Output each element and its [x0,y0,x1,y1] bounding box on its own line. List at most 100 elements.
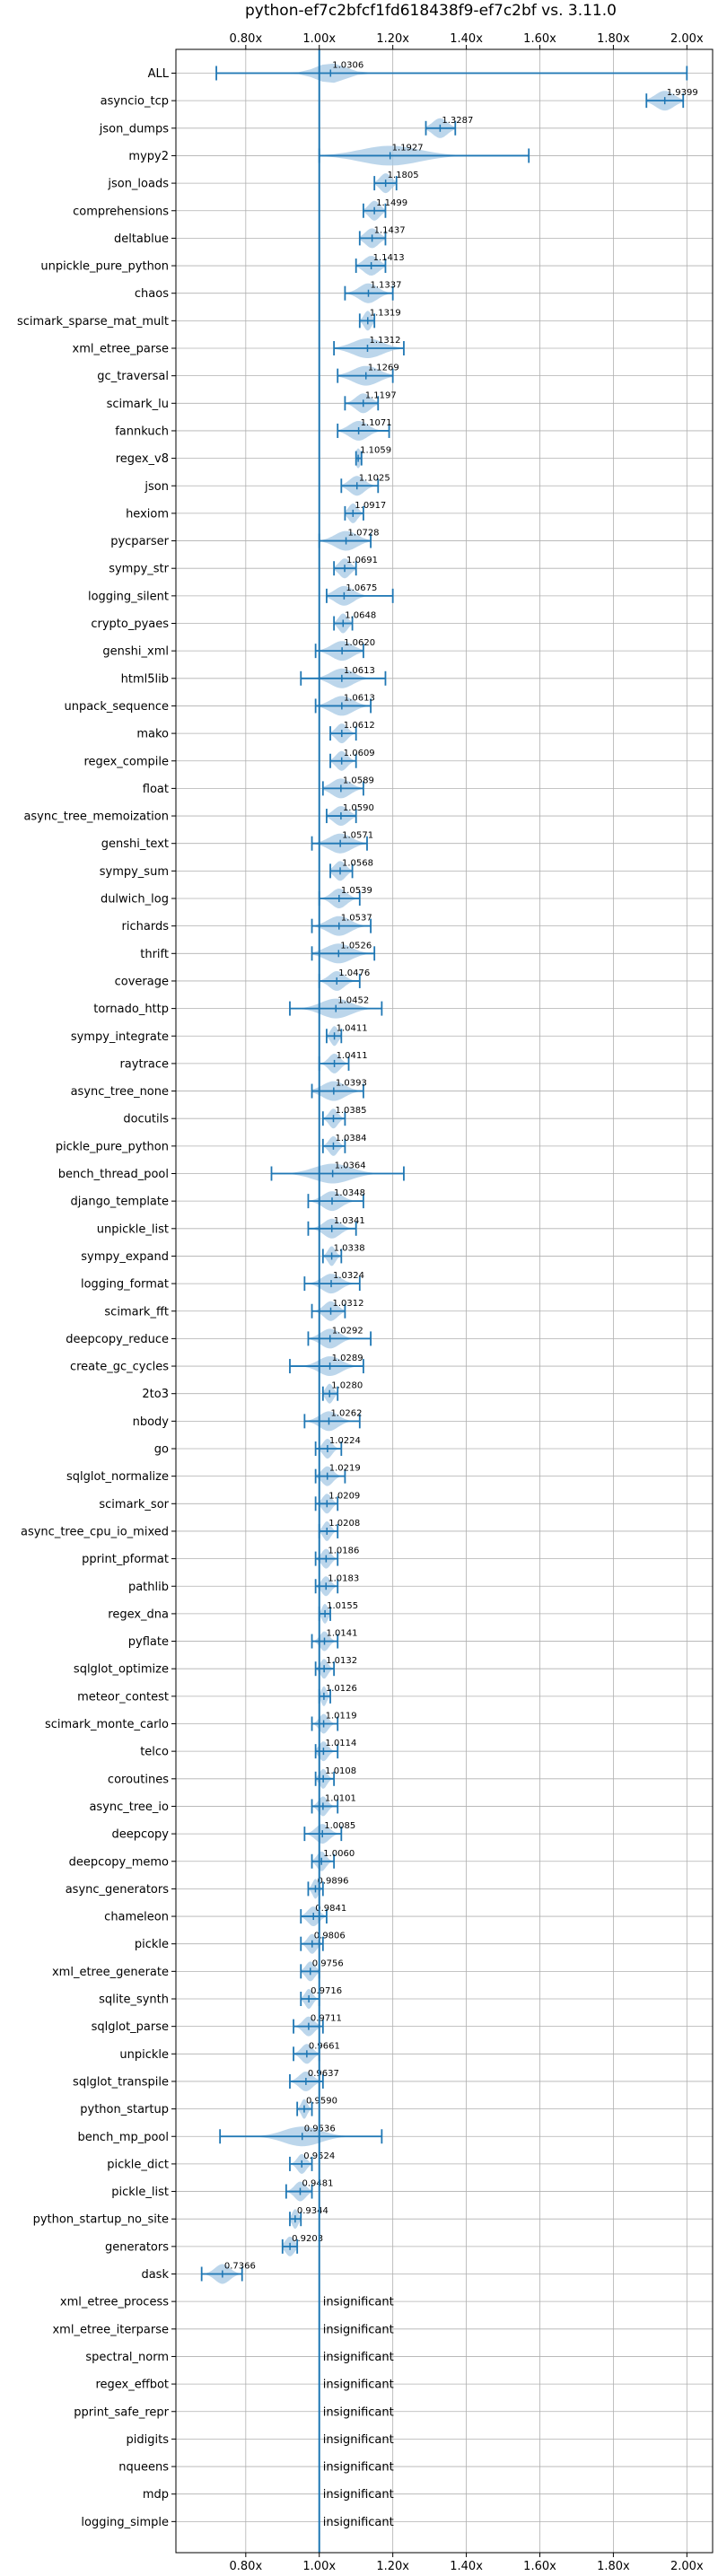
value-label: 1.1927 [392,143,424,153]
value-label: 1.0280 [331,1381,363,1391]
x-tick-label-bottom: 1.60x [523,2560,556,2573]
value-label: 0.9203 [292,2234,323,2244]
x-tick-label-top: 1.20x [376,32,409,46]
value-label: 1.0613 [344,666,375,676]
benchmark-label: regex_compile [83,755,169,768]
benchmark-label: nqueens [118,2461,169,2475]
value-label: 1.1337 [371,281,402,291]
benchmark-label: regex_dna [108,1608,169,1621]
benchmark-label: sympy_str [109,563,169,576]
value-label: 1.0385 [336,1106,367,1116]
marks-layer: 1.0306 1.9399 1.3287 1.1927 1.1805 1.1499 1.14… [200,49,698,2553]
benchmark-label: sympy_expand [81,1250,169,1264]
benchmark-label: bench_thread_pool [58,1168,169,1181]
benchmark-label: pickle_pure_python [56,1140,169,1153]
value-label: 1.0612 [344,721,375,731]
benchmark-label: unpickle_pure_python [40,260,169,274]
benchmark-label: create_gc_cycles [70,1361,169,1374]
x-tick-label-top: 1.00x [302,32,336,46]
benchmark-label: coverage [115,975,169,988]
benchmark-label: gc_traversal [97,370,169,383]
benchmark-label: xml_etree_generate [52,1966,169,1979]
value-label: 1.1499 [376,198,407,208]
value-label: 1.0341 [334,1216,365,1226]
benchmark-label: regex_v8 [116,452,169,466]
benchmark-label: scimark_lu [107,398,169,411]
value-label: 1.0590 [343,803,374,813]
benchmark-label: raytrace [119,1057,169,1071]
value-label: 1.0411 [337,1023,368,1033]
benchmark-label: pickle [135,1938,169,1951]
benchmark-label: mdp [143,2488,169,2502]
value-label: 1.0589 [343,775,374,785]
value-label: 1.0183 [328,1573,359,1583]
value-label: 1.0324 [333,1271,364,1281]
benchmark-label: chameleon [104,1911,169,1924]
benchmark-label: json_dumps [99,122,169,136]
x-tick-label-bottom: 1.00x [302,2560,336,2573]
value-label: 1.0452 [337,996,369,1006]
value-label: 1.1319 [370,308,401,318]
value-label: 1.0060 [323,1849,355,1859]
benchmark-label: pprint_safe_repr [74,2405,169,2419]
benchmark-label: 2to3 [142,1388,169,1401]
x-tick-label-bottom: 0.80x [230,2560,263,2573]
value-label: 1.0539 [341,886,372,896]
insignificant-label: insignificant [323,2323,394,2336]
benchmark-label: genshi_text [101,837,169,851]
value-label: 1.0613 [344,693,375,703]
axes-layer: 0.80x 0.80x 1.00x 1.00x 1.20x 1.20x 1.40x 1.40x… [17,32,714,2573]
x-tick-label-bottom: 1.40x [450,2560,483,2573]
value-label: 1.0132 [326,1656,357,1666]
benchmark-label: pprint_pformat [82,1553,169,1566]
benchmark-label: tornado_http [93,1003,169,1016]
insignificant-label: insignificant [323,2516,394,2529]
value-label: 0.9806 [314,1932,346,1941]
value-label: 1.0312 [333,1299,364,1309]
benchmark-label: pickle_list [111,2186,169,2199]
value-label: 1.1059 [360,446,391,456]
benchmark-label: pyflate [128,1635,169,1649]
benchmark-label: meteor_contest [77,1690,169,1704]
value-label: 1.0675 [346,583,377,593]
value-label: 1.0306 [332,61,363,71]
value-label: 1.3287 [442,116,473,126]
value-label: 1.0384 [335,1134,366,1143]
grid-layer [176,49,713,2553]
value-label: 0.9481 [302,2179,333,2189]
benchmark-label: spectral_norm [85,2351,169,2364]
benchmark-label: xml_etree_parse [73,343,169,356]
benchmark-label: thrift [140,948,169,961]
value-label: 1.9399 [667,88,698,98]
benchmark-label: sqlglot_transpile [73,2075,169,2089]
value-label: 1.0917 [355,501,386,511]
benchmark-label: telco [140,1746,169,1759]
benchmark-label: bench_mp_pool [77,2131,169,2144]
benchmark-label: async_generators [66,1883,170,1897]
benchmark-label: sympy_sum [100,865,169,879]
value-label: 0.9896 [317,1876,348,1886]
benchmark-label: regex_effbot [95,2379,169,2392]
value-label: 1.0476 [338,968,370,978]
insignificant-label: insignificant [323,2433,394,2447]
benchmark-label: pathlib [128,1581,169,1594]
value-label: 1.0526 [340,941,372,951]
x-tick-label-top: 0.80x [230,32,263,46]
benchmark-label: async_tree_cpu_io_mixed [21,1525,169,1538]
benchmark-label: logging_silent [88,590,169,603]
benchmark-label: nbody [133,1415,170,1429]
plot-frame [175,48,714,2554]
benchmark-label: pycparser [110,535,169,548]
x-tick-label-top: 1.40x [450,32,483,46]
benchmark-label: comprehensions [73,205,169,218]
benchmark-label: scimark_sparse_mat_mult [17,315,169,329]
insignificant-label: insignificant [323,2461,394,2475]
benchmark-label: crypto_pyaes [91,618,169,631]
value-label: 0.9756 [312,1958,344,1968]
benchmark-label: xml_etree_process [60,2296,169,2309]
value-label: 1.1071 [361,418,392,428]
x-tick-label-top: 1.80x [597,32,630,46]
benchmark-label: generators [105,2240,169,2254]
value-label: 1.0141 [327,1629,358,1639]
insignificant-label: insignificant [323,2351,394,2364]
